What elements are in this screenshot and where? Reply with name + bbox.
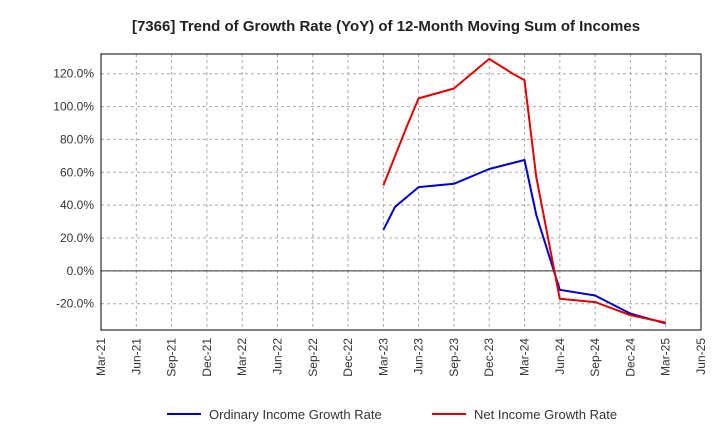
x-tick-label: Sep-23 bbox=[447, 338, 461, 377]
x-tick-label: Mar-25 bbox=[659, 338, 673, 376]
y-tick-label: 60.0% bbox=[60, 165, 94, 179]
x-tick-label: Dec-23 bbox=[482, 338, 496, 377]
x-tick-label: Jun-24 bbox=[553, 338, 567, 375]
legend-label: Ordinary Income Growth Rate bbox=[209, 407, 382, 422]
y-tick-label: -20.0% bbox=[56, 297, 94, 311]
x-tick-label: Jun-21 bbox=[129, 338, 143, 375]
x-tick-label: Jun-25 bbox=[694, 338, 708, 375]
legend: Ordinary Income Growth Rate Net Income Gr… bbox=[167, 407, 617, 422]
x-tick-label: Jun-22 bbox=[270, 338, 284, 375]
x-tick-label: Dec-22 bbox=[341, 338, 355, 377]
legend-label: Net Income Growth Rate bbox=[474, 407, 617, 422]
x-axis-ticks: Mar-21 Jun-21 Sep-21 Dec-21 Mar-22 Jun-22 Sep-… bbox=[94, 338, 708, 377]
y-tick-label: 20.0% bbox=[60, 231, 94, 245]
x-tick-label: Dec-21 bbox=[200, 338, 214, 377]
chart-title: [7366] Trend of Growth Rate (YoY) of 12-… bbox=[132, 18, 640, 35]
series-line-1 bbox=[382, 159, 666, 325]
grid bbox=[100, 54, 702, 330]
y-tick-label: 0.0% bbox=[67, 264, 95, 278]
x-tick-label: Mar-23 bbox=[376, 338, 390, 376]
plot-frame bbox=[100, 53, 702, 331]
y-axis-ticks: -20.0% 0.0% 20.0% 40.0% 60.0% 80.0% 100.0% 120.… bbox=[53, 67, 94, 311]
x-tick-label: Mar-22 bbox=[235, 338, 249, 376]
x-tick-label: Sep-21 bbox=[165, 338, 179, 377]
y-tick-label: 80.0% bbox=[60, 132, 94, 146]
x-tick-label: Mar-24 bbox=[518, 338, 532, 376]
y-tick-label: 120.0% bbox=[53, 67, 94, 81]
series-line-2 bbox=[382, 57, 666, 324]
x-tick-label: Sep-22 bbox=[306, 338, 320, 377]
y-tick-label: 100.0% bbox=[53, 100, 94, 114]
series-lines bbox=[382, 57, 666, 325]
y-tick-label: 40.0% bbox=[60, 198, 94, 212]
x-tick-label: Jun-23 bbox=[412, 338, 426, 375]
x-tick-label: Sep-24 bbox=[588, 338, 602, 377]
x-tick-label: Mar-21 bbox=[94, 338, 108, 376]
x-tick-label: Dec-24 bbox=[623, 338, 637, 377]
